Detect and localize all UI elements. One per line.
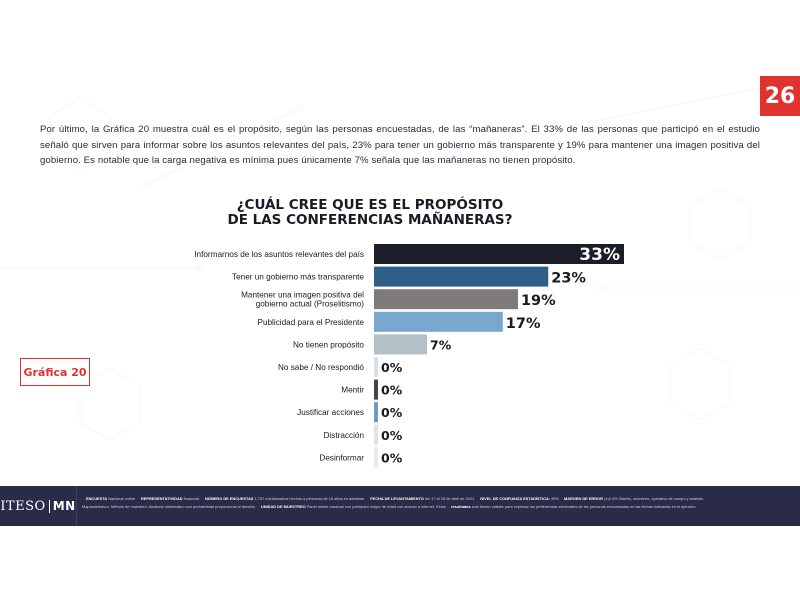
- bar-5: [374, 357, 378, 377]
- value-label-1: 23%: [551, 271, 586, 287]
- footer-methodology: ENCUESTA Nacional online. REPRESENTATIVI…: [82, 495, 794, 511]
- chart-title-line-1: ¿CUÁL CREE QUE ES EL PROPÓSITO: [236, 197, 504, 213]
- category-label-4: No tienen propósito: [293, 340, 364, 349]
- footer-line2: Mapasdelfuturo. Método de muestreo: Alea…: [82, 504, 697, 509]
- category-label-1: Tener un gobierno más transparente: [232, 273, 364, 282]
- value-label-7: 0%: [381, 405, 403, 420]
- bar-2: [374, 289, 518, 310]
- bar-7: [374, 402, 378, 423]
- figure-label: Gráfica 20: [20, 358, 90, 386]
- intro-paragraph: Por último, la Gráfica 20 muestra cuál e…: [40, 124, 760, 166]
- chart-title: ¿CUÁL CREE QUE ES EL PROPÓSITO DE LAS CO…: [200, 198, 540, 228]
- bar-6: [374, 379, 378, 400]
- bar-8: [374, 424, 378, 445]
- bar-3: [374, 311, 503, 332]
- footer: ITESO MN ENCUESTA Nacional online. REPRES…: [0, 486, 800, 526]
- logo-mn-text: MN: [52, 499, 76, 513]
- value-label-0: 33%: [579, 245, 620, 265]
- category-label-8: Distracción: [324, 431, 365, 440]
- bar-4: [374, 334, 428, 355]
- iteso-mn-logo: ITESO MN: [0, 486, 77, 526]
- bar-chart: 33% Informarnos de los asuntos relevantes…: [194, 244, 624, 468]
- category-label-3: Publicidad para el Presidente: [257, 318, 364, 327]
- value-label-5: 0%: [381, 360, 403, 375]
- bar-0: [374, 244, 624, 264]
- category-label-0: Informarnos de los asuntos relevantes de…: [194, 250, 364, 259]
- value-label-8: 0%: [381, 428, 403, 443]
- chart-title-line-2: DE LAS CONFERENCIAS MAÑANERAS?: [227, 212, 513, 228]
- category-label-9: Desinformar: [319, 453, 364, 462]
- page-number-badge: 26: [760, 76, 800, 116]
- value-label-3: 17%: [506, 316, 541, 332]
- footer-line1: ENCUESTA Nacional online. REPRESENTATIVI…: [86, 496, 704, 501]
- logo-iteso-text: ITESO: [0, 498, 46, 514]
- category-label-2: Mantener una imagen positiva del gobierno…: [241, 291, 364, 309]
- slide: 26 Por último, la Gráfica 20 muestra cuá…: [0, 68, 800, 526]
- category-label-7: Justificar acciones: [297, 408, 364, 417]
- value-label-6: 0%: [381, 383, 403, 398]
- category-label-6: Mentir: [341, 386, 364, 395]
- value-label-4: 7%: [430, 337, 452, 352]
- value-label-2: 19%: [521, 293, 556, 309]
- value-label-9: 0%: [381, 450, 403, 465]
- bar-9: [374, 447, 378, 468]
- category-label-5: No sabe / No respondió: [278, 363, 364, 372]
- bar-1: [374, 266, 549, 287]
- background-pattern: [0, 87, 800, 441]
